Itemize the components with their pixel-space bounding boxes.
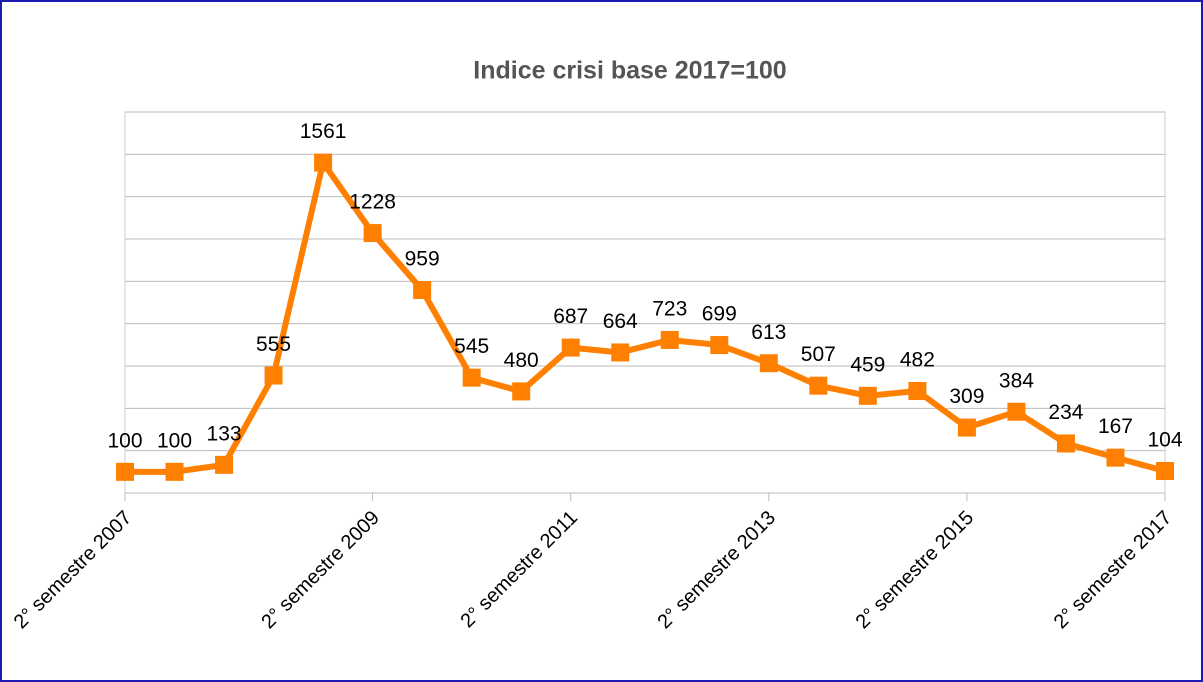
data-label: 482 [900, 349, 935, 372]
data-label: 234 [1048, 401, 1083, 424]
data-label: 613 [751, 321, 786, 344]
data-label: 167 [1098, 415, 1133, 438]
marker [1156, 461, 1174, 480]
data-label: 384 [999, 369, 1034, 392]
marker [858, 386, 877, 405]
data-label: 723 [652, 298, 687, 321]
marker [561, 338, 580, 357]
data-label: 104 [1147, 429, 1182, 452]
data-label: 133 [207, 422, 242, 445]
data-label: 545 [454, 335, 489, 358]
marker [165, 462, 184, 481]
data-label: 507 [801, 343, 836, 366]
marker [1007, 402, 1026, 421]
marker [759, 354, 778, 373]
series-line [125, 159, 1166, 475]
marker [116, 462, 134, 481]
data-label: 699 [702, 303, 737, 326]
marker [363, 224, 382, 243]
chart-title: Indice crisi base 2017=100 [473, 57, 786, 85]
marker [314, 153, 333, 172]
marker [264, 366, 283, 385]
data-label: 555 [256, 333, 291, 356]
marker [660, 330, 679, 349]
marker [957, 418, 976, 437]
marker [215, 455, 234, 474]
marker [908, 381, 927, 400]
data-label: 100 [157, 429, 192, 452]
data-label: 687 [553, 305, 588, 328]
data-label: 309 [949, 385, 984, 408]
marker [710, 336, 729, 355]
data-label: 100 [107, 429, 142, 452]
data-label: 664 [603, 310, 638, 333]
marker [1056, 434, 1075, 453]
marker [462, 368, 481, 387]
data-label: 1561 [300, 120, 347, 143]
data-label: 459 [850, 353, 885, 376]
data-label: 1228 [349, 191, 396, 214]
data-label: 480 [504, 349, 539, 372]
marker [1106, 448, 1125, 467]
marker [512, 382, 531, 401]
marker [413, 281, 432, 300]
data-label: 959 [405, 248, 440, 271]
marker [809, 376, 828, 395]
marker [611, 343, 630, 362]
